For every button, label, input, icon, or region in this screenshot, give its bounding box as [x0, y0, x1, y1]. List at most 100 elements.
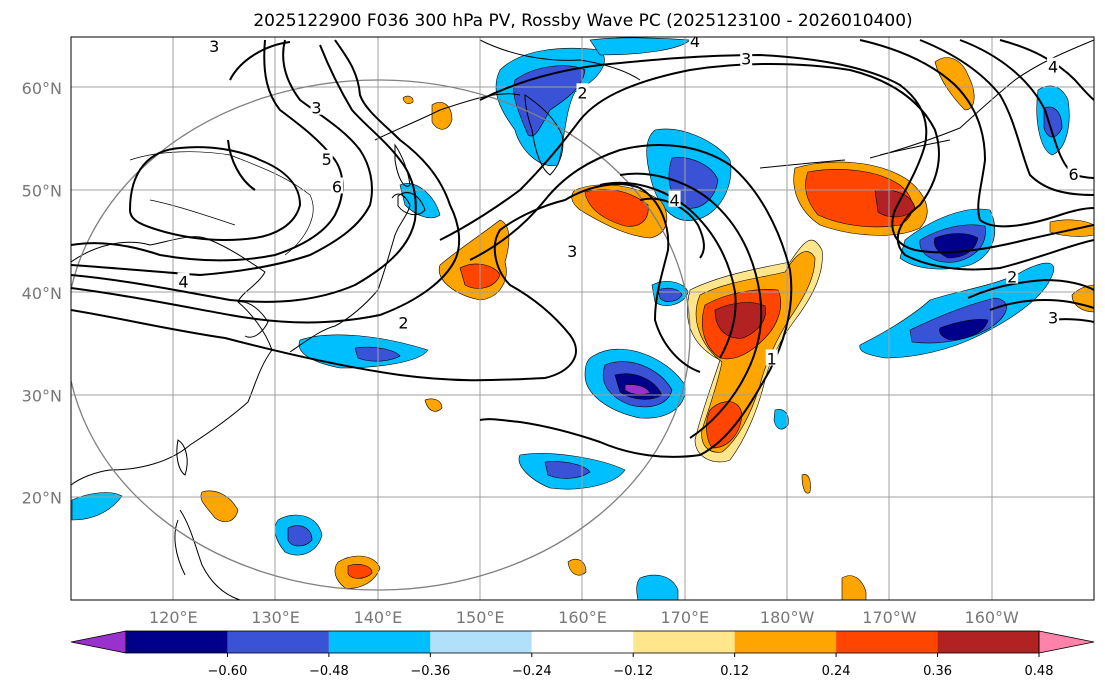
- longitude-tick-label: 150°E: [456, 608, 505, 627]
- coastline-taiwan: [176, 439, 188, 476]
- anomaly-positive: [801, 474, 811, 494]
- contour-label-background: [397, 313, 410, 330]
- colorbar-tick-label: 0.36: [923, 664, 952, 679]
- colorbar-segment: [836, 631, 938, 653]
- anomaly-negative: [71, 492, 123, 521]
- pv-contour-label: 6: [1068, 165, 1078, 184]
- anomaly-positive: [402, 95, 414, 104]
- anomaly-positive: [347, 564, 373, 579]
- pv-contour-label: 3: [1048, 309, 1058, 328]
- anomaly-positive: [200, 490, 239, 523]
- map-frame: [70, 36, 1095, 601]
- pv-contour: [71, 39, 461, 324]
- pv-contour: [919, 39, 1094, 196]
- anomaly-negative: [668, 157, 719, 209]
- longitude-tick-label: 170°E: [660, 608, 709, 627]
- latitude-tick-label: 60°N: [22, 79, 62, 98]
- contour-label-background: [566, 241, 579, 258]
- anomaly-negative: [939, 319, 989, 341]
- coastline-russia: [374, 93, 521, 141]
- longitude-tick-label: 170°W: [862, 608, 917, 627]
- coastline-korea: [237, 301, 269, 338]
- pv-contour-label: 4: [669, 191, 679, 210]
- pv-contour: [639, 197, 705, 259]
- latitude-tick-label: 30°N: [22, 386, 62, 405]
- contour-label-background: [689, 37, 702, 49]
- colorbar-tick-label: −0.12: [613, 664, 653, 679]
- anomaly-negative: [636, 574, 679, 600]
- pv-contour: [599, 181, 737, 359]
- pv-contour: [999, 39, 1094, 101]
- pv-contour-label: 2: [1007, 268, 1017, 287]
- anomaly-positive: [841, 575, 867, 600]
- pv-contour: [989, 299, 1094, 311]
- contour-label-background: [668, 190, 681, 207]
- anomaly-negative: [513, 65, 586, 137]
- longitude-tick-label: 120°E: [149, 608, 198, 627]
- pv-contour-label: 6: [332, 177, 342, 196]
- pv-contour-label: 3: [567, 242, 577, 261]
- pv-contour-label: 1: [767, 349, 777, 368]
- coastline-interior: [129, 151, 314, 256]
- colorbar-tick-label: 0.12: [720, 664, 749, 679]
- longitude-tick-label: 180°W: [760, 608, 815, 627]
- coastline-siberia: [479, 39, 641, 81]
- contour-label-background: [1006, 267, 1019, 284]
- latitude-tick-labels: 20°N 30°N 40°N 50°N 60°N: [22, 79, 62, 507]
- graticule: [71, 37, 1094, 600]
- colorbar-extend-min: [70, 630, 127, 654]
- colorbar-segment: [734, 631, 837, 653]
- colorbar-tick-label: −0.48: [309, 664, 349, 679]
- colorbar-segment: [531, 631, 634, 653]
- longitude-tick-label: 140°E: [354, 608, 403, 627]
- pv-contour: [959, 39, 1094, 179]
- contour-label-background: [1047, 308, 1060, 325]
- pv-contour-label: 3: [741, 50, 751, 69]
- pv-contour: [479, 53, 1094, 254]
- colorbar-segment: [937, 631, 1039, 653]
- colorbar: −0.60 −0.48 −0.36 −0.24 −0.12 0.12 0.24 0.36 0.4…: [70, 630, 1095, 679]
- latitude-tick-label: 20°N: [22, 489, 62, 508]
- colorbar-extend-max: [1038, 630, 1095, 654]
- anomaly-positive: [424, 398, 443, 412]
- pv-contour: [439, 63, 1094, 271]
- coastline-aleutians: [759, 139, 951, 169]
- contour-label-background: [177, 272, 190, 289]
- colorbar-tick-label: 0.24: [822, 664, 851, 679]
- pv-contour-label: 2: [577, 83, 587, 102]
- colorbar-tick-label: −0.60: [208, 664, 248, 679]
- figure-title: 2025122900 F036 300 hPa PV, Rossby Wave …: [253, 11, 912, 31]
- longitude-tick-label: 160°E: [558, 608, 607, 627]
- colorbar-tick-label: −0.24: [512, 664, 552, 679]
- colorbar-tick-label: −0.36: [410, 664, 450, 679]
- pv-contour: [128, 146, 302, 241]
- colorbar-outline: [125, 630, 1040, 654]
- coastline-japan: [289, 193, 411, 353]
- coastline-alaska: [869, 39, 1094, 159]
- domain-circle: [71, 79, 691, 591]
- anomaly-negative: [544, 461, 591, 479]
- coastlines: [71, 39, 1094, 600]
- coastline-hokkaido: [397, 192, 426, 216]
- contour-label-background: [330, 177, 343, 194]
- contour-label-background: [320, 149, 333, 166]
- anomaly-positive: [431, 101, 453, 130]
- colorbar-tick-label: 0.48: [1025, 664, 1054, 679]
- contour-label-background: [208, 37, 221, 54]
- coastline-kamchatka: [524, 94, 564, 176]
- anomaly-negative: [773, 409, 789, 430]
- pv-contour: [967, 278, 1094, 299]
- coastline-sakhalin: [394, 143, 411, 187]
- contour-label-background: [765, 349, 778, 366]
- longitude-tick-label: 160°W: [965, 608, 1020, 627]
- pv-contour: [71, 44, 417, 303]
- pv-contour-label: 4: [178, 273, 188, 292]
- colorbar-segment: [227, 631, 329, 653]
- contour-label-background: [1067, 165, 1080, 182]
- longitude-tick-label: 130°E: [251, 608, 300, 627]
- latitude-tick-label: 40°N: [22, 284, 62, 303]
- pv-contour-label: 5: [322, 150, 332, 169]
